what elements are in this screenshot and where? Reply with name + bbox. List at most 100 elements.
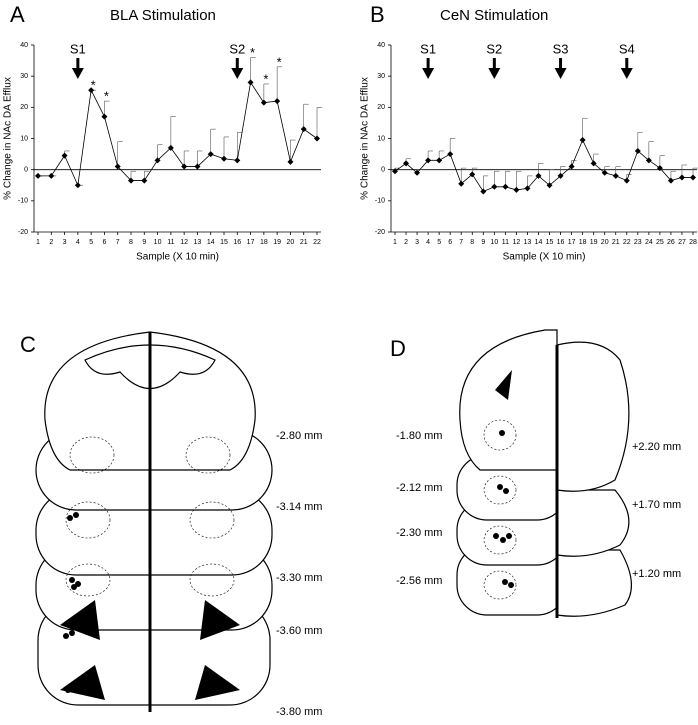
data-point [645, 157, 652, 164]
data-line [38, 81, 318, 187]
data-point [314, 135, 320, 142]
data-point [260, 99, 267, 106]
significance-marker: * [263, 71, 268, 86]
data-point [612, 172, 619, 179]
data-point [247, 79, 254, 86]
chart-title: CeN Stimulation [440, 7, 548, 24]
panel-label: D [390, 336, 406, 361]
brain-sections-c [35, 331, 273, 712]
x-tick-label: 14 [207, 239, 215, 246]
x-tick-label: 5 [437, 239, 441, 246]
data-point [678, 174, 685, 181]
x-tick-label: 22 [623, 239, 631, 246]
panel-label: A [10, 2, 25, 27]
y-tick-label: 40 [20, 42, 28, 49]
level-label: -3.30 mm [276, 572, 322, 584]
data-line [394, 139, 693, 192]
level-label: -2.30 mm [396, 527, 442, 539]
x-tick-label: 16 [233, 239, 241, 246]
x-tick-label: 6 [448, 239, 452, 246]
y-tick-label: 0 [24, 167, 28, 174]
level-label: -3.14 mm [276, 501, 322, 513]
x-tick-label: 24 [645, 239, 653, 246]
x-tick-label: 12 [180, 239, 188, 246]
panel-label: C [20, 332, 36, 357]
stimulus-label: S3 [553, 41, 569, 56]
data-point [154, 157, 161, 164]
data-point [101, 113, 108, 120]
significance-marker: * [250, 45, 255, 60]
x-tick-label: 9 [481, 239, 485, 246]
x-tick-label: 3 [415, 239, 419, 246]
data-point [287, 158, 294, 165]
stimulus-label: S4 [619, 41, 635, 56]
data-point [61, 152, 68, 159]
x-tick-label: 15 [220, 239, 228, 246]
data-point [194, 163, 201, 170]
x-tick-label: 21 [300, 239, 308, 246]
level-label: -2.12 mm [396, 482, 442, 494]
x-tick-label: 13 [524, 239, 532, 246]
stimulus-arrowhead [488, 68, 501, 79]
x-tick-label: 20 [601, 239, 609, 246]
level-label: +1.70 mm [632, 499, 681, 511]
x-tick-label: 25 [656, 239, 664, 246]
data-point [447, 151, 454, 158]
data-point [207, 151, 214, 158]
x-tick-label: 7 [116, 239, 120, 246]
x-tick-label: 19 [273, 239, 281, 246]
data-point [634, 147, 641, 154]
y-axis-label: % Change in NAc DA Efflux [360, 77, 371, 200]
data-point [568, 163, 575, 170]
data-point [414, 169, 421, 176]
y-tick-label: 30 [20, 73, 28, 80]
stimulus-label: S1 [70, 41, 86, 56]
x-tick-label: 12 [513, 239, 521, 246]
panel-label: B [370, 2, 385, 27]
x-tick-label: 1 [36, 239, 40, 246]
stimulus-arrowhead [620, 68, 633, 79]
data-point [234, 157, 241, 164]
data-point [167, 144, 174, 151]
x-tick-label: 20 [287, 239, 295, 246]
data-point [300, 126, 307, 133]
level-label: +2.20 mm [632, 441, 681, 453]
data-point [88, 87, 95, 94]
data-point [392, 168, 398, 175]
y-tick-label: 30 [377, 73, 385, 80]
y-tick-label: 10 [377, 135, 385, 142]
x-tick-label: 7 [459, 239, 463, 246]
x-tick-label: 4 [76, 239, 80, 246]
x-tick-label: 10 [490, 239, 498, 246]
x-tick-label: 2 [404, 239, 408, 246]
data-point [74, 182, 81, 189]
data-point [35, 172, 41, 179]
data-point [524, 185, 531, 192]
stimulus-arrowhead [422, 68, 435, 79]
data-point [274, 98, 281, 105]
data-point [656, 165, 663, 172]
data-point [557, 172, 564, 179]
x-tick-label: 13 [194, 239, 202, 246]
data-point [141, 177, 148, 184]
data-point [128, 177, 134, 184]
x-tick-label: 23 [634, 239, 642, 246]
data-point [546, 182, 553, 189]
stimulus-arrowhead [231, 68, 244, 79]
x-tick-label: 17 [568, 239, 576, 246]
x-tick-label: 5 [89, 239, 93, 246]
x-tick-label: 8 [470, 239, 474, 246]
data-point [623, 177, 630, 184]
data-point [480, 188, 487, 195]
y-axis-label: % Change in NAc DA Efflux [3, 77, 14, 200]
brain-sections-d [456, 329, 632, 618]
x-tick-label: 19 [590, 239, 598, 246]
y-tick-label: 20 [20, 104, 28, 111]
y-tick-label: -20 [18, 229, 28, 236]
data-point [513, 186, 520, 193]
x-tick-label: 2 [49, 239, 53, 246]
x-axis-label: Sample (X 10 min) [503, 252, 586, 263]
stimulus-arrowhead [71, 68, 84, 79]
data-point [221, 155, 227, 162]
data-point [535, 172, 542, 179]
